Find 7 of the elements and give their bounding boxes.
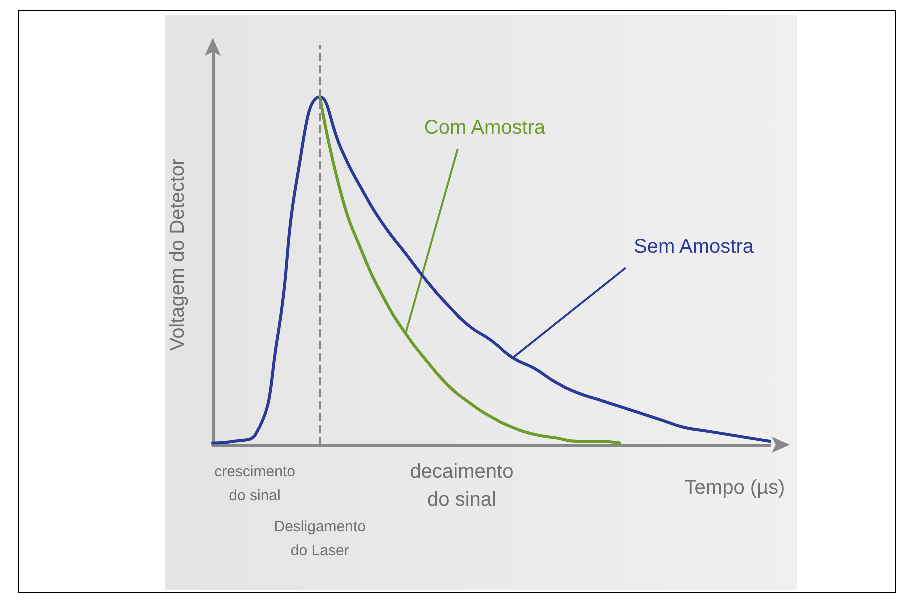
x-axis-title: Tempo (µs) bbox=[684, 477, 786, 499]
text: Desligamento do Laser bbox=[274, 518, 366, 560]
text: crescimento do sinal bbox=[214, 464, 296, 504]
text: decaimento do sinal bbox=[410, 461, 514, 511]
y-axis-title: Voltagem do Detector bbox=[167, 158, 189, 352]
text: Com Amostra bbox=[424, 117, 546, 139]
text: Sem Amostra bbox=[634, 236, 755, 258]
